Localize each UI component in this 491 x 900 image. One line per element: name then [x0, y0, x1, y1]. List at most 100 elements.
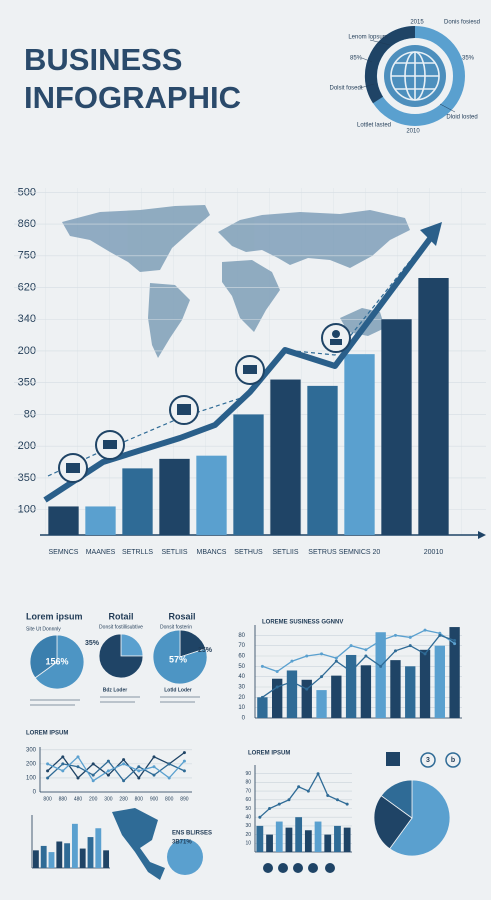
- x-tick-label: 800: [43, 796, 52, 802]
- annotation: 57%: [169, 654, 187, 664]
- pie-slice: [34, 634, 85, 690]
- annotation: 156%: [45, 656, 68, 666]
- y-tick-label: 80: [238, 633, 245, 639]
- chart-title: Rosail: [168, 611, 195, 621]
- badge-label: Lenom lopsum: [348, 35, 387, 41]
- bar: [103, 850, 110, 868]
- bar: [196, 455, 227, 535]
- x-tick-label: SETRLLS: [122, 549, 153, 556]
- pie-slice: [380, 779, 413, 819]
- series-point: [438, 631, 442, 635]
- series-point: [137, 776, 141, 780]
- series-point: [152, 755, 156, 759]
- series-point: [46, 769, 50, 773]
- x-tick-label: MAANES: [86, 549, 116, 556]
- series-point: [46, 762, 50, 766]
- chart-subtitle: Site Ut Donnnly: [26, 626, 61, 632]
- annotation: 3B71%: [172, 840, 192, 846]
- chart-title: LOREM IPSUM: [26, 731, 68, 737]
- bar: [449, 627, 460, 718]
- series-point: [275, 670, 279, 673]
- series-point: [46, 776, 50, 780]
- bar: [159, 458, 190, 535]
- pie-slice: [120, 633, 144, 657]
- bar: [295, 817, 303, 852]
- pie-slice: [29, 634, 58, 679]
- series-point: [326, 793, 330, 797]
- badge-label: Lottlet lasted: [357, 123, 391, 129]
- series-point: [305, 687, 309, 691]
- y-tick-label: 60: [245, 797, 251, 803]
- bar: [375, 632, 386, 718]
- series-point: [287, 798, 291, 802]
- series-point: [345, 802, 349, 806]
- annotation: ENS BLIRSES: [172, 831, 212, 837]
- x-tick-label: MBANCS: [197, 549, 227, 556]
- y-tick-label: 80: [245, 780, 251, 786]
- bar: [286, 670, 298, 718]
- series-point: [277, 802, 281, 806]
- bar: [419, 649, 431, 718]
- series-point: [379, 639, 383, 642]
- pie-slice: [389, 779, 451, 857]
- bar: [48, 506, 79, 535]
- title-line: INFOGRAPHIC: [24, 80, 241, 115]
- bar: [344, 354, 375, 535]
- x-tick-label: SEMNCS: [49, 549, 79, 556]
- bar: [316, 690, 327, 718]
- bar: [71, 823, 78, 868]
- y-tick-label: 100: [26, 776, 37, 782]
- badge-label: 2010: [406, 129, 420, 135]
- y-tick-label: 30: [245, 823, 251, 829]
- annotation: Bdz Loder: [103, 687, 127, 693]
- series-point: [305, 654, 309, 658]
- x-tick-label: 800: [135, 796, 144, 802]
- x-tick-label: SETHUS: [234, 549, 263, 556]
- x-tick-label: SETLIIS: [161, 549, 187, 556]
- series-point: [290, 659, 294, 663]
- series-point: [349, 670, 353, 673]
- series-point: [316, 772, 320, 776]
- bar: [301, 679, 312, 718]
- series-point: [268, 807, 272, 810]
- y-tick-label: 0: [242, 716, 246, 722]
- bar: [418, 278, 449, 535]
- series-point: [379, 664, 383, 668]
- bar: [434, 645, 445, 718]
- badge-label: 35%: [462, 56, 475, 62]
- y-tick-label: 50: [238, 664, 245, 670]
- y-tick-label: 40: [238, 674, 245, 680]
- badge-label: 2015: [410, 20, 424, 26]
- y-tick-label: 10: [245, 841, 251, 847]
- series-point: [61, 755, 65, 759]
- x-tick-label: SETLIIS: [272, 549, 298, 556]
- y-tick-label: 10: [238, 705, 245, 711]
- bar: [405, 666, 416, 718]
- series-point: [334, 656, 338, 660]
- map-snippet: [112, 808, 203, 880]
- series-point: [182, 751, 186, 755]
- y-tick-label: 300: [26, 747, 37, 753]
- bar: [272, 678, 283, 718]
- y-tick-label: 20: [238, 695, 245, 701]
- bar: [381, 319, 412, 535]
- series-point: [122, 758, 126, 762]
- y-tick-label: 50: [245, 806, 251, 812]
- chart-title: Lorem ipsum: [26, 611, 83, 621]
- badge-label: Dolsit fosedt: [329, 86, 362, 92]
- x-tick-label: 890: [180, 796, 189, 802]
- bar: [324, 834, 332, 852]
- y-tick-label: 30: [238, 685, 245, 691]
- bar: [266, 834, 273, 852]
- world-map: [62, 205, 410, 358]
- chart-title: LOREME SUSINESS GGNNV: [262, 620, 343, 626]
- series-point: [152, 765, 156, 769]
- x-tick-label: 480: [74, 796, 83, 802]
- series-line: [47, 760, 185, 782]
- series-point: [76, 755, 80, 759]
- x-tick-label: 280: [119, 796, 128, 802]
- series-point: [106, 759, 110, 763]
- series-point: [320, 675, 324, 679]
